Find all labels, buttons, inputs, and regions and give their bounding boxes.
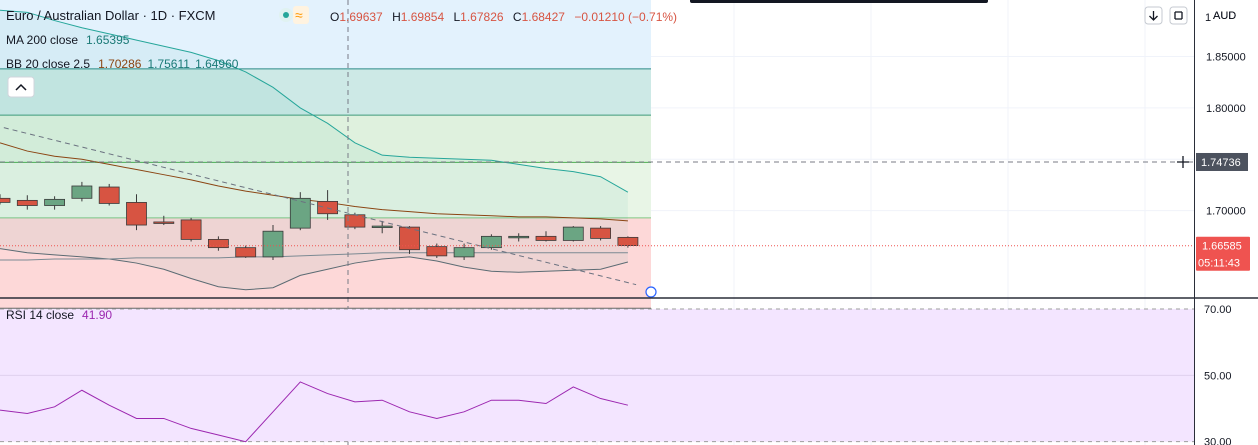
candle[interactable] (262, 225, 284, 260)
candle-body (371, 225, 393, 228)
bb-upper-line (0, 9, 629, 193)
candle[interactable] (44, 196, 65, 210)
candle[interactable] (153, 215, 175, 226)
candle[interactable] (71, 181, 93, 202)
rsi-tick-label: 50.00 (1204, 370, 1232, 382)
chevron-up-icon (15, 83, 27, 91)
currency-label: AUD (1213, 10, 1236, 22)
rsi-pane[interactable] (0, 308, 1194, 443)
price-tick-label: 1.85000 (1206, 52, 1246, 64)
fib-zone (0, 68, 651, 116)
candle[interactable] (426, 243, 448, 258)
plus-icon (1177, 155, 1189, 168)
reset-view-button[interactable] (1169, 6, 1188, 25)
candle-body (126, 202, 147, 226)
crosshair-price-label: 1.74736 (1201, 157, 1241, 169)
axis-background (1195, 0, 1258, 445)
rsi-tick-label: 30.00 (1204, 437, 1232, 445)
rsi-line (0, 381, 629, 443)
bollinger-band-fill (0, 10, 628, 290)
bb-legend[interactable]: BB 20 close 2.5 1.70286 1.75611 1.64960 (6, 57, 239, 71)
candle-body (16, 199, 38, 206)
candle[interactable] (126, 194, 147, 231)
trend-line-handle[interactable] (645, 286, 657, 298)
candle-body (44, 198, 65, 206)
candle[interactable] (289, 192, 311, 231)
candle-body (508, 235, 530, 239)
candle-body (453, 247, 475, 258)
candle[interactable] (535, 231, 557, 242)
fib-zone (0, 0, 651, 69)
price-tick-label: 1.80000 (1206, 103, 1246, 115)
rsi-legend[interactable]: RSI 14 close 41.90 (6, 308, 112, 322)
currency-label: AUD (1213, 10, 1236, 22)
bar-countdown-label: 05:11:43 (1198, 258, 1240, 270)
candle[interactable] (480, 234, 502, 250)
trend-line (0, 126, 637, 286)
ma200-line (0, 252, 628, 261)
fib-zone (0, 217, 651, 309)
candle-body (98, 186, 120, 204)
indicator-lines (0, 9, 629, 291)
candle[interactable] (371, 220, 393, 234)
candle[interactable] (0, 194, 11, 205)
candle[interactable] (16, 195, 38, 210)
candle-body (590, 227, 611, 239)
candle-body (399, 226, 420, 251)
candle-body (235, 247, 257, 258)
candle-body (289, 197, 311, 229)
collapse-legend-button[interactable] (7, 76, 35, 98)
candle[interactable] (590, 226, 611, 241)
last-price-badge (1196, 236, 1250, 271)
candle-body (207, 239, 229, 249)
last-price-label: 1.66585 (1202, 241, 1242, 253)
rsi-tick-label: 70.00 (1204, 304, 1232, 316)
price-tick-label: 1 (1205, 12, 1211, 24)
wave-icon: ≈ (295, 7, 303, 23)
symbol-title: Euro / Australian Dollar · 1D · FXCM (6, 8, 216, 23)
candle-body (617, 236, 639, 246)
candle[interactable] (508, 233, 530, 242)
candle[interactable] (453, 243, 475, 260)
candle-body (562, 226, 584, 241)
market-open-dot-icon (283, 12, 289, 18)
bb-band-area (0, 10, 628, 290)
bb-basis-line (0, 142, 628, 222)
candle-body (180, 219, 202, 240)
candle-body (480, 235, 502, 249)
ma-legend[interactable]: MA 200 close 1.65395 (6, 33, 130, 47)
candle-body (153, 221, 175, 224)
candle[interactable] (399, 226, 420, 254)
candle[interactable] (180, 217, 202, 242)
fib-zone (0, 115, 651, 163)
candle-body (71, 185, 93, 199)
arrow-down-icon (1149, 11, 1158, 21)
delay-badge[interactable] (293, 6, 309, 24)
candle[interactable] (207, 236, 229, 251)
fibonacci-retracement[interactable] (0, 0, 651, 309)
refresh-icon (1174, 11, 1183, 20)
candle-body (535, 235, 557, 241)
candle[interactable] (562, 226, 584, 242)
candle-body (426, 246, 448, 257)
toolbar-edge (690, 0, 988, 3)
crosshair-price-badge (1196, 152, 1248, 171)
price-axis[interactable]: 1AUD1.850001.800001.750001.700001.747361… (1195, 0, 1258, 445)
candle-body (262, 230, 284, 258)
candle[interactable] (98, 183, 120, 206)
candle[interactable] (235, 245, 257, 258)
ohlc-readout: O1.69637 H1.69854 L1.67826 C1.68427 −0.0… (330, 10, 677, 24)
candle-body (0, 197, 11, 203)
price-tick-label: 1.70000 (1206, 206, 1246, 218)
